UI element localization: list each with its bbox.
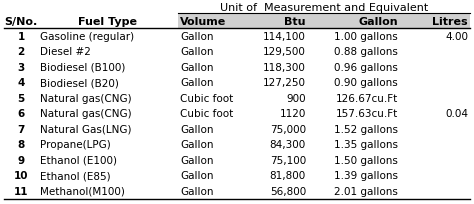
Text: 126.67cu.Ft: 126.67cu.Ft — [336, 93, 398, 103]
Text: 75,100: 75,100 — [270, 155, 306, 165]
Text: 129,500: 129,500 — [263, 47, 306, 57]
Text: Gallon: Gallon — [180, 170, 213, 180]
Text: 900: 900 — [286, 93, 306, 103]
Text: Gallon: Gallon — [180, 32, 213, 42]
Text: 114,100: 114,100 — [263, 32, 306, 42]
Text: S/No.: S/No. — [4, 17, 37, 27]
Text: Btu: Btu — [284, 17, 306, 27]
Text: 84,300: 84,300 — [270, 140, 306, 150]
Text: Gasoline (regular): Gasoline (regular) — [40, 32, 134, 42]
Text: 1.00 gallons: 1.00 gallons — [334, 32, 398, 42]
Text: Propane(LPG): Propane(LPG) — [40, 140, 111, 150]
Text: Fuel Type: Fuel Type — [79, 17, 137, 27]
Bar — [178, 15, 470, 29]
Text: 0.04: 0.04 — [445, 109, 468, 119]
Text: Gallon: Gallon — [180, 186, 213, 196]
Text: 2: 2 — [18, 47, 25, 57]
Text: Methanol(M100): Methanol(M100) — [40, 186, 125, 196]
Text: 5: 5 — [18, 93, 25, 103]
Text: Gallon: Gallon — [180, 140, 213, 150]
Text: Cubic foot: Cubic foot — [180, 93, 233, 103]
Text: 1.52 gallons: 1.52 gallons — [334, 124, 398, 134]
Text: 11: 11 — [14, 186, 28, 196]
Text: Cubic foot: Cubic foot — [180, 109, 233, 119]
Text: 10: 10 — [14, 170, 28, 180]
Text: 2.01 gallons: 2.01 gallons — [334, 186, 398, 196]
Text: 118,300: 118,300 — [263, 62, 306, 72]
Text: Ethanol (E85): Ethanol (E85) — [40, 170, 110, 180]
Text: Diesel #2: Diesel #2 — [40, 47, 91, 57]
Text: 8: 8 — [18, 140, 25, 150]
Text: 75,000: 75,000 — [270, 124, 306, 134]
Text: Gallon: Gallon — [180, 62, 213, 72]
Text: 56,800: 56,800 — [270, 186, 306, 196]
Text: 1.35 gallons: 1.35 gallons — [334, 140, 398, 150]
Text: 127,250: 127,250 — [263, 78, 306, 88]
Text: Ethanol (E100): Ethanol (E100) — [40, 155, 117, 165]
Text: Gallon: Gallon — [180, 78, 213, 88]
Text: 9: 9 — [18, 155, 25, 165]
Text: Biodiesel (B20): Biodiesel (B20) — [40, 78, 119, 88]
Text: Natural Gas(LNG): Natural Gas(LNG) — [40, 124, 131, 134]
Text: 1120: 1120 — [280, 109, 306, 119]
Text: Biodiesel (B100): Biodiesel (B100) — [40, 62, 126, 72]
Text: 1: 1 — [18, 32, 25, 42]
Text: Unit of  Measurement and Equivalent: Unit of Measurement and Equivalent — [220, 3, 428, 13]
Text: 0.96 gallons: 0.96 gallons — [334, 62, 398, 72]
Text: 1.50 gallons: 1.50 gallons — [334, 155, 398, 165]
Text: Volume: Volume — [180, 17, 226, 27]
Text: 4.00: 4.00 — [445, 32, 468, 42]
Text: 0.90 gallons: 0.90 gallons — [334, 78, 398, 88]
Text: 81,800: 81,800 — [270, 170, 306, 180]
Text: 0.88 gallons: 0.88 gallons — [334, 47, 398, 57]
Text: Natural gas(CNG): Natural gas(CNG) — [40, 109, 132, 119]
Text: Litres: Litres — [432, 17, 468, 27]
Text: 6: 6 — [18, 109, 25, 119]
Text: Gallon: Gallon — [180, 47, 213, 57]
Text: 1.39 gallons: 1.39 gallons — [334, 170, 398, 180]
Text: Gallon: Gallon — [358, 17, 398, 27]
Text: 7: 7 — [18, 124, 25, 134]
Text: 3: 3 — [18, 62, 25, 72]
Text: 4: 4 — [18, 78, 25, 88]
Text: Gallon: Gallon — [180, 124, 213, 134]
Text: 157.63cu.Ft: 157.63cu.Ft — [336, 109, 398, 119]
Text: Natural gas(CNG): Natural gas(CNG) — [40, 93, 132, 103]
Text: Gallon: Gallon — [180, 155, 213, 165]
